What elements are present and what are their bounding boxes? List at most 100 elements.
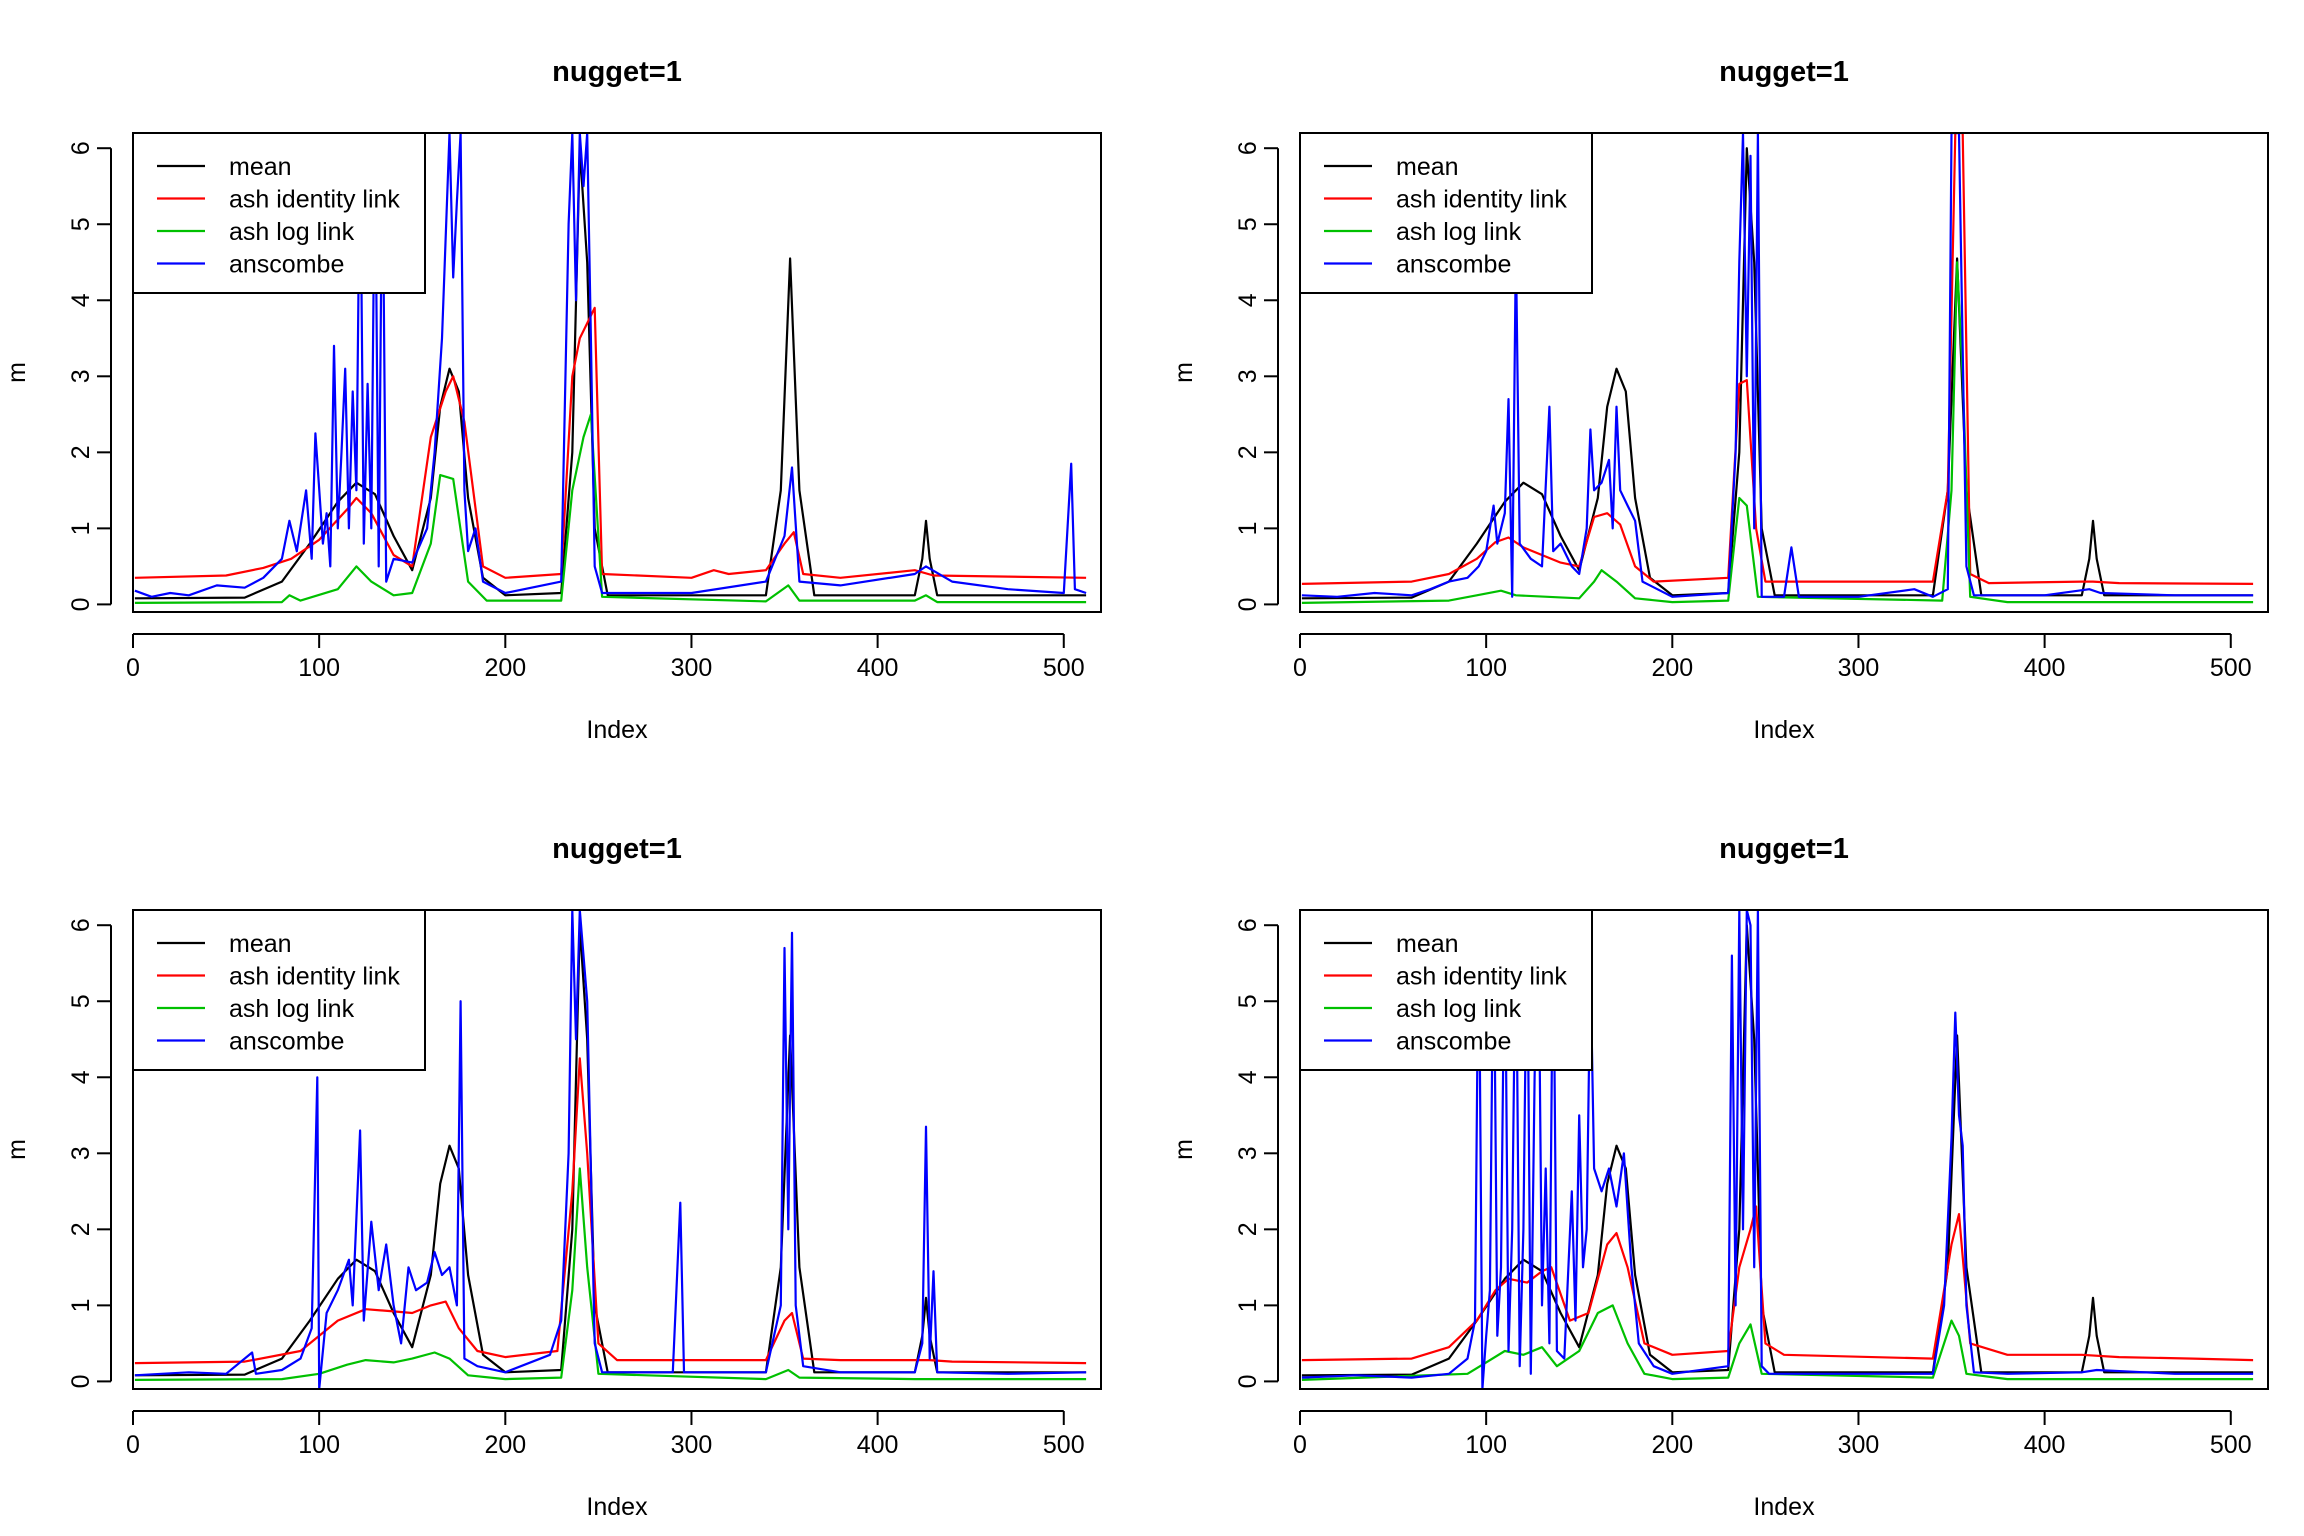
y-axis: 0 1 2 3 4 5 6	[67, 918, 112, 1388]
x-tick-label: 200	[1651, 1431, 1693, 1459]
x-axis-label: Index	[1753, 716, 1815, 744]
x-axis: 0 100 200 300 400 500	[126, 1410, 1085, 1459]
y-axis-label: m	[3, 1139, 31, 1160]
x-axis-label: Index	[586, 716, 648, 744]
legend-entry: ash identity link	[1396, 186, 1567, 214]
legend-entry: anscombe	[1396, 251, 1511, 279]
y-tick-label: 5	[67, 217, 95, 231]
series-line-anscombe	[134, 910, 1087, 1389]
x-tick-label: 400	[857, 654, 899, 682]
x-tick-label: 300	[671, 1431, 713, 1459]
legend-entry: ash identity link	[1396, 963, 1567, 991]
x-tick-label: 200	[484, 654, 526, 682]
y-tick-label: 3	[67, 369, 95, 383]
x-tick-label: 400	[2024, 1431, 2066, 1459]
y-tick-label: 1	[1234, 521, 1262, 535]
plot-frame	[1299, 132, 2269, 613]
y-tick-label: 6	[67, 141, 95, 155]
plot-frame	[132, 132, 1102, 613]
x-tick-label: 300	[1838, 1431, 1880, 1459]
series-group	[134, 910, 1087, 1389]
chart-title: nugget=1	[552, 833, 682, 865]
y-tick-label: 4	[1234, 1070, 1262, 1084]
x-tick-label: 100	[298, 654, 340, 682]
x-axis: 0 100 200 300 400 500	[126, 633, 1085, 682]
legend-entry: ash log link	[1396, 995, 1522, 1023]
y-tick-label: 3	[1234, 369, 1262, 383]
chart-title: nugget=1	[1719, 833, 1849, 865]
y-tick-label: 5	[1234, 217, 1262, 231]
y-tick-label: 1	[1234, 1298, 1262, 1312]
series-line-ash-log-link	[134, 413, 1087, 605]
legend-entry: ash log link	[229, 995, 355, 1023]
plot-frame	[1299, 909, 2269, 1390]
x-tick-label: 100	[1465, 654, 1507, 682]
series-line-anscombe	[1301, 133, 2254, 598]
y-tick-label: 2	[67, 1222, 95, 1236]
y-tick-label: 2	[67, 445, 95, 459]
y-tick-label: 0	[1234, 1374, 1262, 1388]
y-axis: 0 1 2 3 4 5 6	[1234, 918, 1279, 1388]
series-group	[1301, 133, 2254, 604]
legend-box	[132, 132, 426, 294]
series-line-ash-identity-link	[134, 306, 1087, 579]
y-axis-label: m	[1170, 362, 1198, 383]
series-line-ash-log-link	[134, 1167, 1087, 1382]
series-line-ash-identity-link	[134, 1057, 1087, 1365]
chart-title: nugget=1	[1719, 56, 1849, 88]
series-line-ash-log-link	[1301, 1304, 2254, 1381]
x-tick-label: 400	[857, 1431, 899, 1459]
x-tick-label: 500	[2210, 1431, 2252, 1459]
chart-panel-3: nugget=1 0 100 200 300 400 500 Index 0 1 2 3 4 5 6 m mea…	[3, 833, 1102, 1521]
legend: mean ash identity link ash log link anscomb…	[132, 132, 426, 294]
x-tick-label: 300	[1838, 654, 1880, 682]
legend-box	[1299, 132, 1593, 294]
legend-box	[132, 909, 426, 1071]
x-tick-label: 200	[484, 1431, 526, 1459]
y-axis: 0 1 2 3 4 5 6	[1234, 141, 1279, 611]
y-tick-label: 4	[67, 1070, 95, 1084]
series-group	[134, 133, 1087, 605]
series-line-ash-identity-link	[1301, 1205, 2254, 1362]
chart-title: nugget=1	[552, 56, 682, 88]
y-axis-label: m	[1170, 1139, 1198, 1160]
legend-entry: ash log link	[1396, 218, 1522, 246]
x-tick-label: 100	[1465, 1431, 1507, 1459]
y-tick-label: 6	[1234, 918, 1262, 932]
y-tick-label: 4	[67, 293, 95, 307]
x-tick-label: 0	[126, 1431, 140, 1459]
legend-box	[1299, 909, 1593, 1071]
x-tick-label: 500	[1043, 1431, 1085, 1459]
chart-panel-2: nugget=1 0 100 200 300 400 500 Index 0 1 2 3 4 5 6 m mea…	[1170, 56, 2269, 744]
y-axis-label: m	[3, 362, 31, 383]
series-line-ash-log-link	[1301, 261, 2254, 604]
x-axis: 0 100 200 300 400 500	[1293, 633, 2252, 682]
chart-panel-4: nugget=1 0 100 200 300 400 500 Index 0 1 2 3 4 5 6 m mea…	[1170, 833, 2269, 1521]
x-tick-label: 100	[298, 1431, 340, 1459]
x-axis-label: Index	[1753, 1493, 1815, 1521]
x-tick-label: 0	[1293, 1431, 1307, 1459]
legend-entry: mean	[229, 930, 292, 958]
y-tick-label: 0	[67, 597, 95, 611]
x-tick-label: 0	[1293, 654, 1307, 682]
y-tick-label: 0	[1234, 597, 1262, 611]
legend-entry: ash log link	[229, 218, 355, 246]
y-axis: 0 1 2 3 4 5 6	[67, 141, 112, 611]
y-tick-label: 2	[1234, 445, 1262, 459]
y-tick-label: 1	[67, 1298, 95, 1312]
plot-frame	[132, 909, 1102, 1390]
legend: mean ash identity link ash log link anscomb…	[1299, 132, 1593, 294]
y-tick-label: 6	[67, 918, 95, 932]
y-tick-label: 3	[67, 1146, 95, 1160]
x-axis-label: Index	[586, 1493, 648, 1521]
y-tick-label: 1	[67, 521, 95, 535]
y-tick-label: 2	[1234, 1222, 1262, 1236]
legend-entry: ash identity link	[229, 963, 400, 991]
y-tick-label: 4	[1234, 293, 1262, 307]
y-tick-label: 5	[1234, 994, 1262, 1008]
x-tick-label: 400	[2024, 654, 2066, 682]
legend-entry: mean	[229, 153, 292, 181]
x-tick-label: 300	[671, 654, 713, 682]
series-line-anscombe	[134, 133, 1087, 598]
